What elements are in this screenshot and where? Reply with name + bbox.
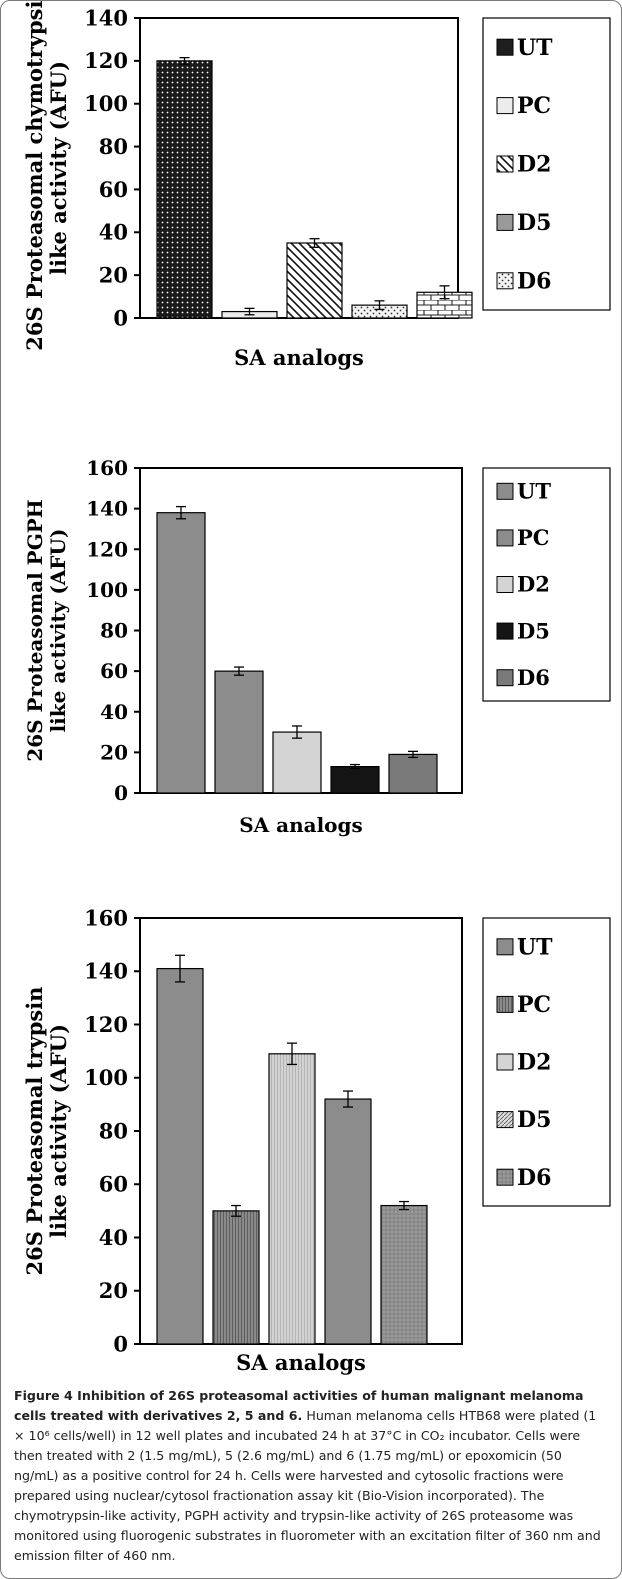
bar-pc: [214, 670, 264, 794]
legend-swatch-d5: [496, 1111, 514, 1129]
legend-label-d6: D6: [517, 665, 550, 690]
legend-label-pc: PC: [517, 992, 551, 1018]
y-tick-label: 20: [100, 740, 128, 764]
y-axis-label: 26S Proteasomal PGPHlike activity (AFU): [23, 499, 70, 761]
legend-swatch-pc: [496, 97, 514, 115]
y-tick-label: 80: [99, 134, 128, 159]
legend-swatch-pc: [496, 529, 514, 547]
legend-swatch-ut: [496, 38, 514, 56]
y-tick-label: 60: [99, 1172, 128, 1197]
y-tick-label: 160: [86, 456, 128, 480]
legend-label-ut: UT: [517, 479, 551, 504]
y-tick-label: 40: [100, 700, 128, 724]
legend-label-d2: D2: [517, 1050, 551, 1076]
y-tick-label: 40: [99, 1225, 128, 1250]
y-axis-label: 26S Proteasomal chymotrypsinlike activit…: [22, 0, 71, 351]
legend-label-d6: D6: [517, 268, 551, 294]
legend-label-ut: UT: [517, 35, 553, 61]
bar-d2: [268, 1053, 316, 1345]
error-bar: [179, 56, 190, 65]
y-tick-label: 140: [86, 497, 128, 521]
figure-caption: Figure 4 Inhibition of 26S proteasomal a…: [14, 1386, 610, 1566]
legend-label-d6: D6: [517, 1165, 551, 1191]
legend-label-d5: D5: [517, 210, 551, 236]
bar-d2: [272, 731, 322, 794]
legend-swatch-d5: [496, 622, 514, 640]
bar-d6: [388, 753, 438, 794]
bar-ut: [156, 60, 213, 319]
legend-swatch-d2: [496, 576, 514, 593]
x-axis-label: SA analogs: [234, 345, 364, 370]
bar-ut: [156, 512, 206, 794]
legend-label-d5: D5: [517, 1107, 551, 1133]
chart-pgph: 0 20 40 60 80 100 120 140 160 26S Proteasomal PGP…: [23, 456, 611, 837]
y-tick-label: 140: [84, 5, 128, 30]
legend-label-pc: PC: [517, 93, 551, 119]
error-bar: [244, 307, 255, 316]
y-tick-label: 120: [84, 48, 128, 73]
legend-swatch-d2: [496, 1053, 514, 1071]
error-bar: [309, 238, 320, 248]
y-axis-label: 26S Proteasomal trypsinlike activity (AF…: [22, 987, 71, 1276]
caption-title: Figure 4 Inhibition of 26S proteasomal a…: [14, 1388, 584, 1423]
y-tick-label: 0: [113, 305, 128, 330]
legend-swatch-d5: [496, 213, 514, 231]
legend-label-ut: UT: [517, 934, 553, 960]
y-tick-label: 40: [99, 220, 128, 245]
bar-d6: [380, 1204, 428, 1345]
error-bar: [408, 750, 418, 759]
error-bar: [287, 1042, 297, 1066]
y-tick-label: 120: [84, 1012, 128, 1037]
error-bar: [175, 954, 185, 983]
y-tick-label: 100: [84, 91, 128, 116]
y-tick-label: 0: [114, 781, 128, 805]
legend-label-d5: D5: [517, 618, 550, 643]
y-tick-label: 0: [113, 1331, 128, 1356]
bar-ut: [156, 967, 204, 1345]
legend-swatch-d6: [496, 669, 514, 687]
x-axis-label: SA analogs: [239, 813, 363, 837]
y-tick-label: 100: [84, 1065, 128, 1090]
legend-swatch-d2: [496, 155, 514, 173]
y-tick-label: 120: [86, 537, 128, 561]
error-bar: [234, 666, 244, 676]
chart-trypsin: 0 20 40 60 80 100 120 140 160 26S Proteasomal try…: [22, 905, 611, 1375]
legend-label-pc: PC: [517, 525, 550, 550]
x-axis-label: SA analogs: [236, 1350, 366, 1375]
legend-swatch-d6: [496, 272, 514, 290]
chart-chymotrypsin: 0 20 40 60 80 100 120 140 26S Proteasomal chymot…: [22, 0, 611, 370]
error-bar: [350, 763, 360, 770]
y-tick-label: 20: [99, 262, 128, 287]
y-tick-label: 60: [99, 177, 128, 202]
bar-pc: [212, 1210, 260, 1345]
y-tick-label: 20: [99, 1278, 128, 1303]
error-bar: [343, 1090, 353, 1108]
error-bar: [374, 300, 385, 311]
legend-swatch-ut: [496, 482, 514, 500]
legend-swatch-d6: [496, 1168, 514, 1186]
error-bar: [176, 505, 186, 520]
y-tick-label: 80: [100, 619, 128, 643]
caption-body: Human melanoma cells HTB68 were plated (…: [14, 1408, 601, 1563]
error-bar: [231, 1204, 241, 1217]
y-tick-label: 80: [99, 1118, 128, 1143]
bar-d2: [286, 242, 343, 319]
y-tick-label: 60: [100, 659, 128, 683]
legend-swatch-pc: [496, 995, 514, 1013]
bar-d5: [330, 765, 380, 794]
error-bar: [439, 285, 450, 300]
bar-d5: [324, 1098, 372, 1345]
y-tick-label: 100: [86, 578, 128, 602]
y-tick-label: 160: [84, 905, 128, 930]
legend-label-d2: D2: [517, 152, 551, 178]
error-bar: [292, 725, 302, 739]
legend-label-d2: D2: [517, 572, 550, 597]
legend-swatch-ut: [496, 938, 514, 956]
y-tick-label: 140: [84, 959, 128, 984]
error-bar: [399, 1200, 409, 1211]
